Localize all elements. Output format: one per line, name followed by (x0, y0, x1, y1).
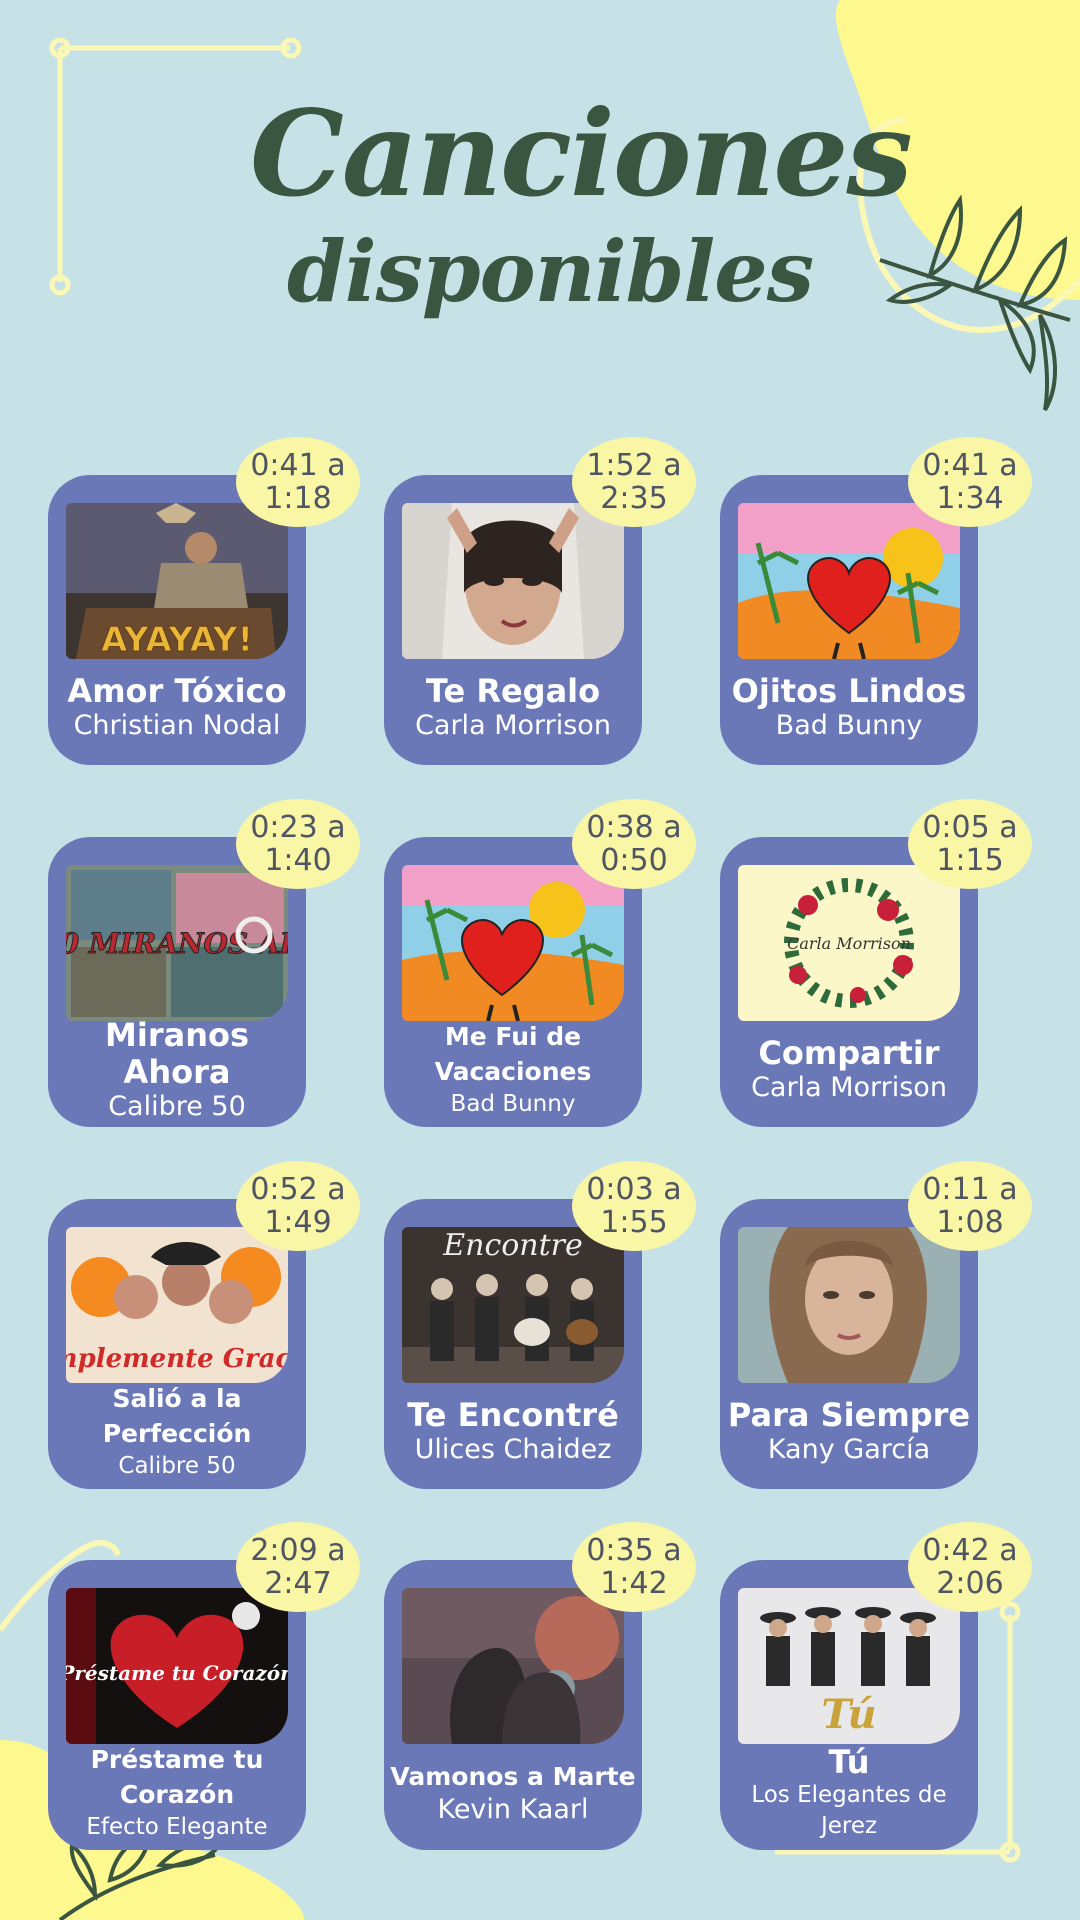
song-title: Préstame tu Corazón (90, 1745, 264, 1810)
song-artist: Efecto Elegante (86, 1814, 268, 1841)
song-title: Te Encontré (407, 1396, 619, 1435)
song-artist: Carla Morrison (415, 710, 611, 742)
album-cover: Simplemente Gracias (66, 1227, 288, 1383)
song-title: Miranos Ahora (105, 1016, 249, 1091)
song-title: Amor Tóxico (67, 672, 287, 711)
song-title: Me Fui de Vacaciones (434, 1022, 592, 1087)
album-cover (402, 1588, 624, 1744)
song-artist: Bad Bunny (450, 1091, 576, 1118)
cover-text: Tú (821, 1691, 876, 1738)
album-cover (738, 503, 960, 659)
song-title: Ojitos Lindos (731, 672, 967, 711)
song-artist: Christian Nodal (73, 710, 281, 742)
page-subtitle: disponibles (286, 222, 814, 321)
album-cover (402, 865, 624, 1021)
album-cover: Encontre (402, 1227, 624, 1383)
song-card[interactable]: Simplemente Gracias 0:52 a 1:49 Salió a … (48, 1161, 360, 1489)
time-badge: 0:38 a 0:50 (572, 799, 696, 889)
time-badge: 0:03 a 1:55 (572, 1161, 696, 1251)
time-badge: 0:23 a 1:40 (236, 799, 360, 889)
song-card[interactable]: AYAYAY! 0:41 a 1:18 Amor Tóxico Christia… (48, 437, 360, 765)
song-title: Tú (828, 1742, 870, 1781)
song-card[interactable]: 0:38 a 0:50 Me Fui de Vacaciones Bad Bun… (384, 799, 696, 1127)
time-badge: 1:52 a 2:35 (572, 437, 696, 527)
page-title: Canciones (250, 84, 913, 223)
time-badge: 2:09 a 2:47 (236, 1522, 360, 1612)
time-badge: 0:11 a 1:08 (908, 1161, 1032, 1251)
time-badge: 0:41 a 1:34 (908, 437, 1032, 527)
album-cover: Carla Morrison (738, 865, 960, 1021)
song-card[interactable]: 0:41 a 1:34 Ojitos Lindos Bad Bunny (720, 437, 1032, 765)
leaf-branch-icon (879, 194, 1071, 412)
time-badge: 0:42 a 2:06 (908, 1522, 1032, 1612)
cover-text: Préstame tu Corazón (66, 1661, 288, 1685)
song-title: Salió a la Perfección (102, 1384, 252, 1449)
song-card[interactable]: 0:11 a 1:08 Para Siempre Kany García (720, 1161, 1032, 1489)
song-artist: Calibre 50 (118, 1453, 236, 1480)
album-cover: Calibre 50 MIRANOS AHORA (66, 865, 288, 1021)
song-card[interactable]: Tú 0:42 a 2:06 Tú Los Elegantes de Jerez (720, 1522, 1032, 1850)
cover-text: Calibre 50 MIRANOS AHORA (66, 927, 288, 960)
corner-frame-icon (775, 1601, 1021, 1863)
cover-text: Encontre (442, 1228, 583, 1263)
song-artist: Ulices Chaidez (414, 1434, 612, 1466)
song-title: Te Regalo (425, 672, 601, 711)
time-badge: 0:05 a 1:15 (908, 799, 1032, 889)
song-artist: Kevin Kaarl (437, 1794, 589, 1826)
song-artist: Bad Bunny (775, 710, 923, 742)
song-title: Vamonos a Marte (390, 1762, 636, 1792)
album-cover: Préstame tu Corazón (66, 1588, 288, 1744)
song-artist: Kany García (767, 1434, 931, 1466)
song-artist: Los Elegantes de Jerez (751, 1782, 947, 1840)
cover-text: Carla Morrison (787, 934, 911, 953)
corner-frame-icon (49, 37, 302, 296)
album-cover: AYAYAY! (66, 503, 288, 659)
song-artist: Calibre 50 (108, 1090, 246, 1122)
song-card[interactable]: Carla Morrison 0:05 a 1:15 Compartir Car… (720, 799, 1032, 1127)
song-card[interactable]: Préstame tu Corazón 2:09 a 2:47 Préstame… (48, 1522, 360, 1850)
song-card[interactable]: Encontre 0:03 a 1:55 Te Encontré Ulices … (384, 1161, 696, 1489)
time-badge: 0:41 a 1:18 (236, 437, 360, 527)
song-artist: Carla Morrison (751, 1072, 947, 1104)
cover-text: AYAYAY! (101, 620, 253, 659)
song-title: Compartir (758, 1034, 940, 1073)
time-badge: 0:52 a 1:49 (236, 1161, 360, 1251)
song-card[interactable]: Calibre 50 MIRANOS AHORA 0:23 a 1:40 Mir… (48, 799, 360, 1127)
album-cover (738, 1227, 960, 1383)
song-title: Para Siempre (727, 1396, 971, 1435)
song-card[interactable]: 1:52 a 2:35 Te Regalo Carla Morrison (384, 437, 696, 765)
album-cover (402, 503, 624, 659)
time-badge: 0:35 a 1:42 (572, 1522, 696, 1612)
song-card[interactable]: 0:35 a 1:42 Vamonos a Marte Kevin Kaarl (384, 1522, 696, 1850)
cover-text: Simplemente Gracias (66, 1344, 288, 1374)
album-cover: Tú (738, 1588, 960, 1744)
